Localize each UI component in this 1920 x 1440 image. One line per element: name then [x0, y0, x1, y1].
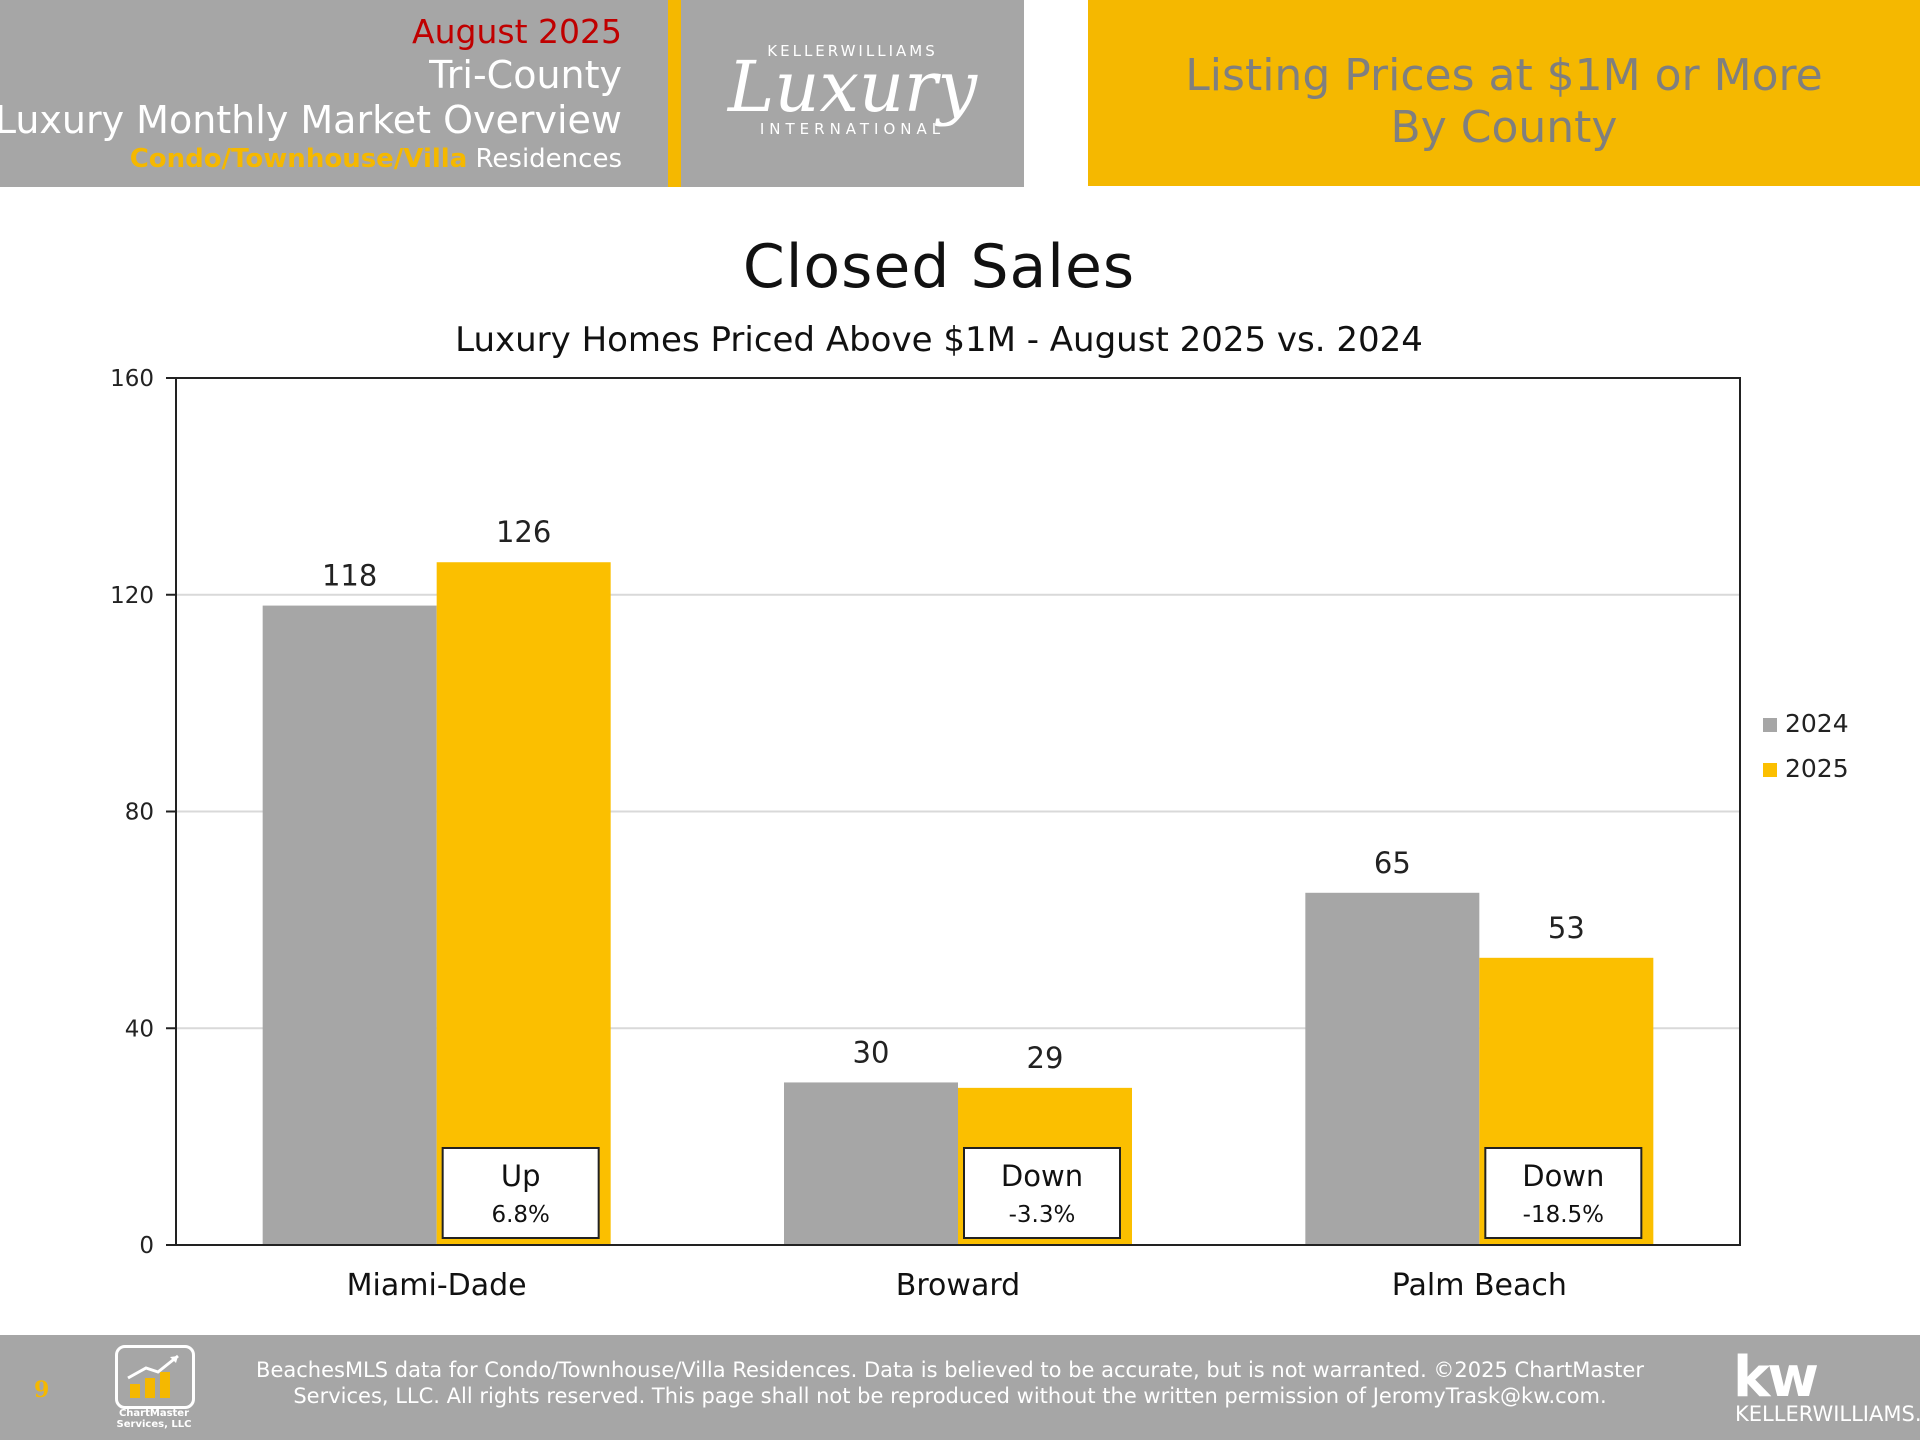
- data-label: 65: [1374, 846, 1411, 880]
- logo-international-text: INTERNATIONAL: [759, 120, 946, 138]
- x-category-label: Broward: [896, 1268, 1020, 1303]
- legend-swatch-2025: [1763, 763, 1777, 777]
- data-label: 126: [496, 515, 551, 549]
- data-label: 29: [1027, 1041, 1064, 1075]
- x-category-label: Palm Beach: [1392, 1268, 1567, 1303]
- header-subject-line2: By County: [1390, 102, 1618, 153]
- y-tick-label: 0: [139, 1233, 154, 1259]
- chartmaster-name-line1: ChartMaster: [118, 1408, 190, 1419]
- footer: 9 ChartMaster Services, LLC BeachesMLS d…: [0, 1335, 1920, 1440]
- chartmaster-name-line2: Services, LLC: [116, 1419, 192, 1430]
- y-tick-label: 80: [125, 800, 154, 826]
- chartmaster-logo-icon: [115, 1345, 195, 1409]
- legend-label: 2025: [1785, 754, 1849, 783]
- legend-label: 2024: [1785, 709, 1849, 738]
- data-label: 118: [322, 559, 377, 593]
- closed-sales-bar-chart: 0 40 80 120 160 118 126 Miami-Dade Up 6.8% 30 29 Bro…: [110, 366, 1849, 1303]
- y-tick-label: 120: [110, 583, 154, 609]
- change-annotation-box: [1484, 1147, 1643, 1239]
- logo-brand-text: KELLERWILLIAMS: [767, 42, 938, 60]
- change-annotation-box: [963, 1147, 1121, 1239]
- disclaimer-line2: Services, LLC. All rights reserved. This…: [293, 1384, 1607, 1408]
- change-direction-label: Up: [501, 1159, 541, 1193]
- y-tick-label: 160: [110, 366, 154, 392]
- header-month: August 2025: [412, 12, 622, 51]
- change-direction-label: Down: [1522, 1159, 1604, 1193]
- y-tick-label: 40: [125, 1016, 154, 1042]
- data-label: 53: [1548, 911, 1585, 945]
- header-property-type: Condo/Townhouse/Villa Residences: [130, 144, 622, 174]
- kw-logo-mark: kw: [1733, 1345, 1819, 1410]
- logo-script-text: Luxury: [727, 46, 978, 128]
- bar-2025: [436, 562, 611, 1245]
- kw-luxury-logo: KELLERWILLIAMS Luxury INTERNATIONAL: [681, 0, 1024, 187]
- x-category-label: Miami-Dade: [347, 1268, 527, 1303]
- header-subject: Listing Prices at $1M or More By County: [1088, 50, 1920, 154]
- change-percent-label: -3.3%: [1009, 1202, 1076, 1228]
- property-type-suffix: Residences: [467, 144, 623, 174]
- footer-disclaimer: BeachesMLS data for Condo/Townhouse/Vill…: [240, 1357, 1660, 1409]
- page-number: 9: [34, 1377, 50, 1403]
- header-overview: Luxury Monthly Market Overview: [0, 98, 622, 142]
- plot-area-border: [175, 377, 1741, 1246]
- bar-2024: [784, 1082, 958, 1245]
- change-percent-label: -18.5%: [1523, 1202, 1604, 1228]
- header-title-panel: [0, 0, 668, 187]
- chart-title: Closed Sales: [742, 232, 1136, 302]
- kw-logo-name: KELLERWILLIAMS.: [1735, 1402, 1920, 1426]
- bar-growth-icon: [127, 1354, 179, 1398]
- header-subject-line1: Listing Prices at $1M or More: [1185, 50, 1823, 101]
- chart-subtitle: Luxury Homes Priced Above $1M - August 2…: [455, 320, 1423, 360]
- header-subject-panel: Listing Prices at $1M or More By County: [1088, 0, 1920, 186]
- header-region: Tri-County: [429, 53, 622, 97]
- change-annotation-box: [441, 1147, 600, 1239]
- bar-2024: [1305, 892, 1480, 1245]
- header-divider-stripe: [668, 0, 681, 187]
- bar-2024: [262, 605, 437, 1245]
- legend-swatch-2024: [1763, 718, 1777, 732]
- change-percent-label: 6.8%: [491, 1202, 549, 1228]
- disclaimer-line1: BeachesMLS data for Condo/Townhouse/Vill…: [256, 1358, 1644, 1382]
- chartmaster-name: ChartMaster Services, LLC: [104, 1408, 204, 1430]
- change-direction-label: Down: [1001, 1159, 1083, 1193]
- property-type-accent: Condo/Townhouse/Villa: [129, 144, 468, 174]
- data-label: 30: [853, 1035, 890, 1069]
